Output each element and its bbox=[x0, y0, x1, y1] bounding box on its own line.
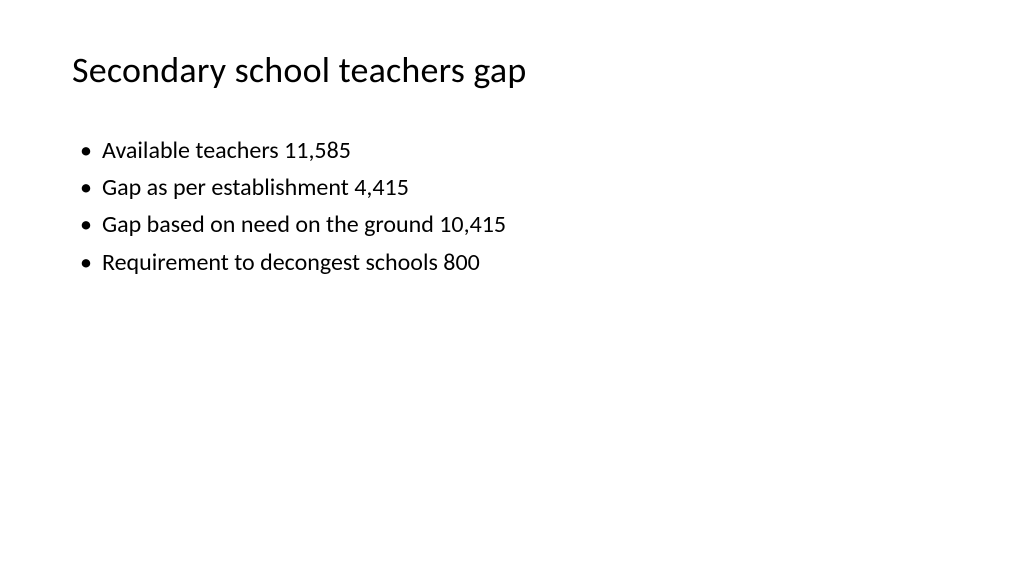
bullet-item: Gap as per establishment 4,415 bbox=[80, 169, 952, 206]
bullet-item: Available teachers 11,585 bbox=[80, 132, 952, 169]
bullet-list: Available teachers 11,585 Gap as per est… bbox=[72, 132, 952, 281]
slide-title: Secondary school teachers gap bbox=[72, 48, 952, 92]
bullet-item: Gap based on need on the ground 10,415 bbox=[80, 206, 952, 243]
bullet-item: Requirement to decongest schools 800 bbox=[80, 244, 952, 281]
